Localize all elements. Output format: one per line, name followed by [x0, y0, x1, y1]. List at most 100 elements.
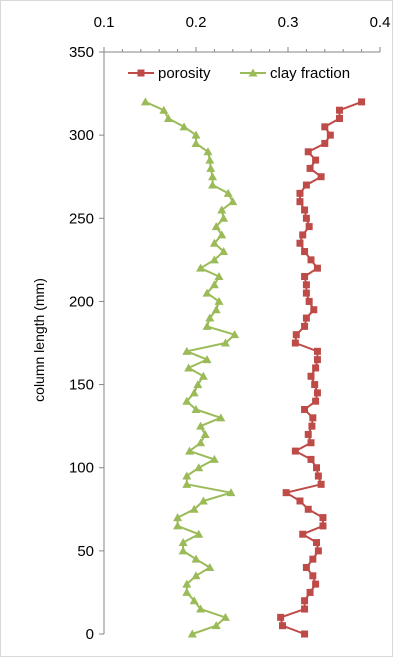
data-point — [336, 106, 344, 114]
data-point — [307, 372, 315, 380]
data-point — [309, 414, 317, 422]
data-point — [321, 123, 329, 131]
data-point — [182, 479, 192, 488]
data-point — [173, 521, 183, 530]
data-point — [185, 446, 195, 455]
data-point — [312, 156, 320, 164]
data-point — [193, 380, 203, 389]
data-point — [163, 114, 173, 123]
data-point — [296, 497, 304, 505]
data-point — [312, 364, 320, 372]
data-point — [178, 538, 188, 547]
data-point — [220, 612, 230, 621]
data-point — [319, 522, 327, 530]
data-point — [198, 496, 208, 505]
data-point — [304, 148, 312, 156]
x-tick-label: 0.1 — [94, 14, 115, 31]
data-point — [182, 579, 192, 588]
data-point — [194, 463, 204, 472]
data-point — [189, 388, 199, 397]
data-point — [226, 488, 236, 497]
data-point — [217, 230, 227, 239]
data-point — [209, 454, 219, 463]
data-point — [301, 322, 309, 330]
data-point — [182, 396, 192, 405]
x-tick-label: 0.4 — [370, 14, 391, 31]
data-point — [304, 430, 312, 438]
data-point — [321, 139, 329, 147]
series-group — [140, 97, 366, 638]
y-tick-label: 300 — [69, 127, 94, 144]
data-point — [301, 272, 309, 280]
data-point — [191, 405, 201, 414]
data-point — [314, 547, 322, 555]
data-point — [307, 439, 315, 447]
data-point — [228, 197, 238, 206]
data-point — [308, 422, 316, 430]
data-point — [292, 331, 300, 339]
data-point — [189, 596, 199, 605]
data-point — [301, 605, 309, 613]
data-point — [205, 313, 215, 322]
data-point — [302, 181, 310, 189]
data-point — [209, 280, 219, 289]
data-point — [198, 371, 208, 380]
data-point — [302, 214, 310, 222]
y-tick-label: 250 — [69, 210, 94, 227]
data-point — [191, 138, 201, 147]
data-point — [208, 172, 218, 181]
data-point — [301, 597, 309, 605]
data-point — [291, 339, 299, 347]
data-point — [206, 163, 216, 172]
data-point — [187, 629, 197, 638]
data-point — [211, 621, 221, 630]
data-point — [214, 271, 224, 280]
data-point — [196, 421, 206, 430]
data-point — [182, 346, 192, 355]
legend: porosity clay fraction — [128, 65, 350, 82]
data-point — [205, 562, 215, 571]
data-point — [196, 604, 206, 613]
legend-label: porosity — [158, 65, 211, 82]
data-point — [196, 263, 206, 272]
axes-group: 0.1 0.2 0.3 0.4 0 50 100 150 200 250 300 350 — [69, 14, 390, 643]
data-point — [189, 504, 199, 513]
data-point — [202, 321, 212, 330]
x-tick-label: 0.2 — [186, 14, 207, 31]
data-point — [179, 122, 189, 131]
data-point — [278, 622, 286, 630]
data-point — [203, 147, 213, 156]
data-point — [209, 238, 219, 247]
legend-marker — [248, 68, 258, 77]
data-point — [314, 472, 322, 480]
data-point — [140, 97, 150, 106]
data-point — [296, 189, 304, 197]
data-point — [301, 630, 309, 638]
data-point — [326, 131, 334, 139]
data-point — [304, 505, 312, 513]
data-point — [319, 514, 327, 522]
legend-item-porosity: porosity — [128, 65, 211, 82]
y-tick-label: 200 — [69, 293, 94, 310]
data-point — [299, 530, 307, 538]
data-point — [302, 563, 310, 571]
data-point — [306, 164, 314, 172]
data-point — [182, 471, 192, 480]
data-point — [301, 406, 309, 414]
data-point — [296, 198, 304, 206]
data-point — [277, 613, 285, 621]
data-point — [301, 206, 309, 214]
data-point — [312, 580, 320, 588]
data-point — [211, 305, 221, 314]
data-point — [184, 363, 194, 372]
data-point — [219, 247, 229, 256]
data-point — [191, 130, 201, 139]
data-point — [305, 223, 313, 231]
data-point — [306, 588, 314, 596]
data-point — [214, 296, 224, 305]
y-tick-label: 100 — [69, 460, 94, 477]
data-point — [305, 297, 313, 305]
data-point — [194, 529, 204, 538]
